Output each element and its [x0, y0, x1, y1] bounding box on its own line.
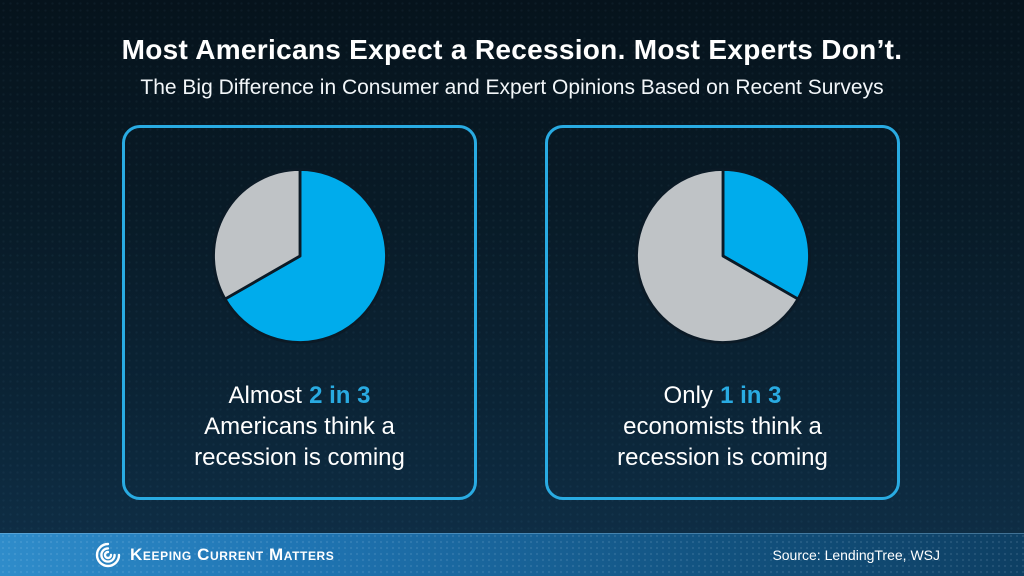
brand: Keeping Current Matters	[95, 542, 334, 568]
footer-bar: Keeping Current Matters Source: LendingT…	[0, 533, 1024, 576]
caption-line-3: recession is coming	[194, 444, 405, 471]
economist-caption: Only 1 in 3 economists think a recession …	[548, 380, 897, 473]
caption-prefix: Only	[663, 382, 713, 409]
pie-chart-svg	[634, 168, 811, 344]
header: Most Americans Expect a Recession. Most …	[0, 34, 1024, 100]
kcm-swirl-logo-icon	[95, 542, 121, 567]
brand-name: Keeping Current Matters	[130, 544, 335, 564]
caption-line-1: Only 1 in 3	[548, 380, 897, 411]
caption-line-2: economists think a	[623, 413, 822, 440]
consumer-caption: Almost 2 in 3 Americans think a recession…	[125, 380, 474, 473]
economist-pie-chart	[629, 162, 817, 350]
caption-highlight: 1 in 3	[720, 382, 782, 409]
pie-chart-svg	[211, 168, 388, 344]
caption-line-1: Almost 2 in 3	[125, 380, 474, 411]
source-attribution: Source: LendingTree, WSJ	[772, 546, 940, 563]
caption-prefix: Almost	[228, 382, 302, 409]
page-subtitle: The Big Difference in Consumer and Exper…	[140, 76, 884, 99]
caption-highlight: 2 in 3	[309, 382, 371, 409]
caption-line-3: recession is coming	[617, 444, 828, 471]
economist-survey-card: Only 1 in 3 economists think a recession …	[545, 125, 900, 500]
caption-line-2: Americans think a	[204, 413, 395, 440]
consumer-pie-chart	[206, 162, 394, 350]
consumer-survey-card: Almost 2 in 3 Americans think a recession…	[122, 125, 477, 500]
page-title: Most Americans Expect a Recession. Most …	[121, 34, 903, 65]
